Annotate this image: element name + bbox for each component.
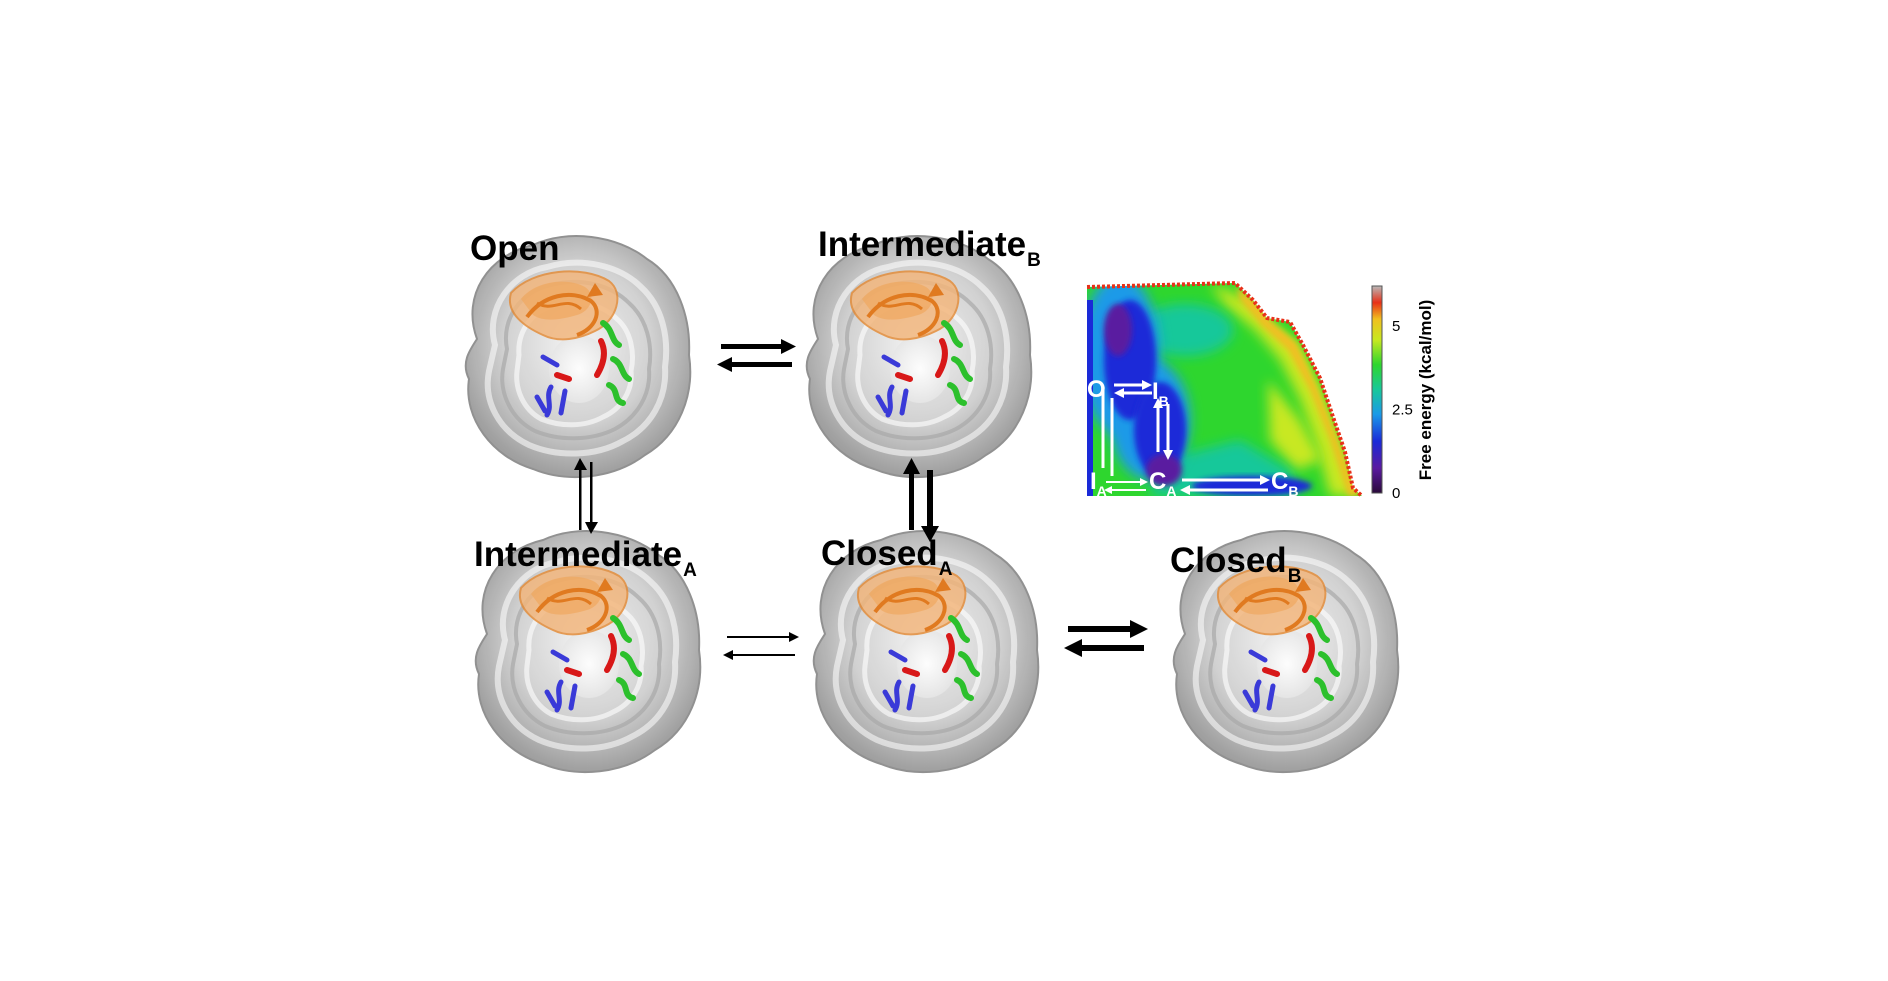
label-intermediate-a-sub: A: [683, 560, 697, 581]
equilibrium-arrow-closed-a-closed-b: [1064, 620, 1148, 657]
colorbar-tick-5: 5: [1392, 318, 1400, 335]
map-transition-arrows: [1101, 380, 1270, 495]
label-intermediate-a: IntermediateA: [474, 535, 697, 580]
label-closed-a: ClosedA: [821, 534, 952, 579]
label-closed-a-sub: A: [938, 559, 953, 580]
label-intermediate-b-sub: B: [1027, 250, 1041, 271]
equilibrium-arrow-intermediate-a-closed-a: [723, 632, 799, 660]
map-label-ca: CA: [1149, 468, 1176, 499]
protein-intermediate-b: [807, 236, 1032, 477]
colorbar-tick-0: 0: [1392, 485, 1400, 502]
label-intermediate-b-name: Intermediate: [818, 225, 1027, 264]
free-energy-map: O IB IA CA CB: [1086, 280, 1364, 499]
label-closed-a-name: Closed: [821, 534, 938, 573]
label-intermediate-a-name: Intermediate: [474, 535, 683, 574]
colorbar-title: Free energy (kcal/mol): [1416, 300, 1435, 480]
colorbar-tick-2-5: 2.5: [1392, 402, 1413, 419]
map-label-o: O: [1087, 376, 1106, 403]
colorbar-gradient: [1371, 285, 1383, 494]
label-open: Open: [470, 231, 559, 266]
map-label-cb: CB: [1271, 468, 1298, 499]
label-open-name: Open: [470, 229, 560, 268]
equilibrium-arrow-open-intermediate-a: [574, 458, 598, 534]
map-label-ib: IB: [1152, 378, 1169, 409]
equilibrium-arrow-open-intermediate-b: [717, 339, 796, 372]
label-intermediate-b: IntermediateB: [818, 225, 1041, 270]
label-closed-b-name: Closed: [1170, 541, 1287, 580]
equilibrium-arrow-intermediate-b-closed-a: [903, 458, 939, 542]
label-closed-b-sub: B: [1287, 566, 1302, 587]
label-closed-b: ClosedB: [1170, 541, 1301, 586]
colorbar: 5 2.5 0 Free energy (kcal/mol): [1371, 285, 1435, 502]
protein-open: [466, 236, 691, 477]
map-label-ia: IA: [1090, 468, 1107, 499]
